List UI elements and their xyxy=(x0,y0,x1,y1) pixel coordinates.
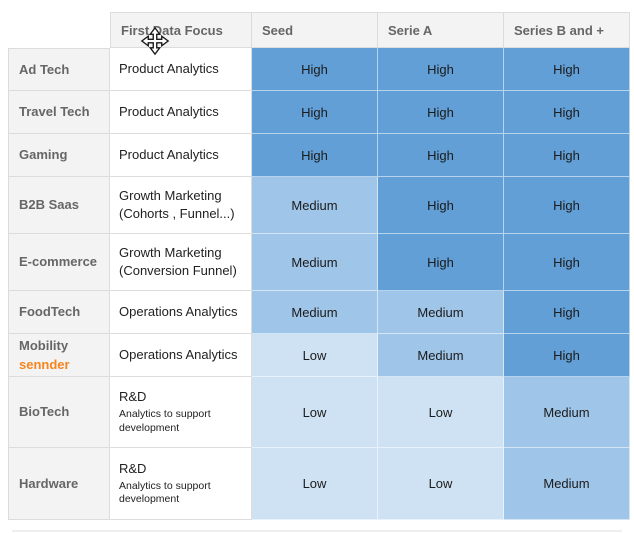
industry-label: Gaming xyxy=(19,147,68,163)
data-focus-main-label: Growth Marketing xyxy=(119,245,222,261)
level-cell[interactable]: High xyxy=(378,91,504,134)
industry-label: FoodTech xyxy=(19,304,81,320)
data-focus-cell[interactable]: Operations Analytics xyxy=(110,334,252,377)
industry-cell[interactable]: Gaming xyxy=(8,134,110,177)
data-focus-main-label: Operations Analytics xyxy=(119,347,238,363)
column-header-serie-a[interactable]: Serie A xyxy=(378,12,504,48)
level-cell[interactable]: High xyxy=(504,48,630,91)
data-focus-main-label: Product Analytics xyxy=(119,147,219,163)
page-bottom-divider xyxy=(12,530,622,532)
column-header-first-data-focus[interactable]: First Data Focus xyxy=(110,12,252,48)
level-cell[interactable]: High xyxy=(252,91,378,134)
industry-cell[interactable]: Hardware xyxy=(8,448,110,520)
data-focus-sub-label: Analytics to support development xyxy=(119,408,211,434)
industry-label: E-commerce xyxy=(19,254,98,270)
industry-label: B2B Saas xyxy=(19,197,79,213)
industry-cell[interactable]: BioTech xyxy=(8,377,110,448)
level-cell[interactable]: Medium xyxy=(378,334,504,377)
data-focus-cell[interactable]: Operations Analytics xyxy=(110,291,252,334)
industry-label: Hardware xyxy=(19,475,79,491)
level-cell[interactable]: Low xyxy=(252,448,378,520)
level-cell[interactable]: High xyxy=(504,234,630,291)
data-focus-sub-label: (Conversion Funnel) xyxy=(119,263,237,278)
data-focus-main-label: Product Analytics xyxy=(119,104,219,120)
data-focus-sub-label: (Cohorts , Funnel...) xyxy=(119,206,235,221)
level-cell[interactable]: Medium xyxy=(504,377,630,448)
industry-label: BioTech xyxy=(19,404,70,420)
data-focus-main-label: R&D xyxy=(119,389,147,405)
data-focus-cell[interactable]: R&D Analytics to support development xyxy=(110,448,252,520)
data-focus-cell[interactable]: Product Analytics xyxy=(110,48,252,91)
level-cell[interactable]: Low xyxy=(252,334,378,377)
industry-cell[interactable]: E-commerce xyxy=(8,234,110,291)
level-cell[interactable]: High xyxy=(504,334,630,377)
industry-label: Travel Tech xyxy=(19,104,90,120)
data-focus-cell[interactable]: Growth Marketing (Conversion Funnel) xyxy=(110,234,252,291)
level-cell[interactable]: High xyxy=(378,234,504,291)
industry-cell[interactable]: Ad Tech xyxy=(8,48,110,91)
level-cell[interactable]: High xyxy=(504,91,630,134)
level-cell[interactable]: High xyxy=(504,291,630,334)
level-cell[interactable]: Low xyxy=(378,377,504,448)
column-header-seed[interactable]: Seed xyxy=(252,12,378,48)
industry-label: Mobility xyxy=(19,337,69,353)
level-cell[interactable]: High xyxy=(504,134,630,177)
industry-cell[interactable]: Mobility sennder xyxy=(8,334,110,377)
industry-cell[interactable]: Travel Tech xyxy=(8,91,110,134)
level-cell[interactable]: High xyxy=(252,48,378,91)
data-focus-main-label: R&D xyxy=(119,460,147,476)
level-cell[interactable]: High xyxy=(378,48,504,91)
industry-label: Ad Tech xyxy=(19,61,70,77)
data-focus-main-label: Product Analytics xyxy=(119,61,219,77)
level-cell[interactable]: High xyxy=(378,177,504,234)
data-focus-main-label: Growth Marketing xyxy=(119,188,222,204)
industry-cell[interactable]: FoodTech xyxy=(8,291,110,334)
level-cell[interactable]: High xyxy=(504,177,630,234)
matrix-table: First Data Focus Seed Serie A Series B a… xyxy=(8,12,630,520)
level-cell[interactable]: Low xyxy=(252,377,378,448)
level-cell[interactable]: Medium xyxy=(252,291,378,334)
corner-cell xyxy=(8,12,110,48)
data-focus-main-label: Operations Analytics xyxy=(119,304,238,320)
level-cell[interactable]: High xyxy=(378,134,504,177)
level-cell[interactable]: High xyxy=(252,134,378,177)
level-cell[interactable]: Low xyxy=(378,448,504,520)
level-cell[interactable]: Medium xyxy=(378,291,504,334)
data-focus-cell[interactable]: R&D Analytics to support development xyxy=(110,377,252,448)
data-focus-cell[interactable]: Product Analytics xyxy=(110,134,252,177)
data-focus-cell[interactable]: Growth Marketing (Cohorts , Funnel...) xyxy=(110,177,252,234)
level-cell[interactable]: Medium xyxy=(504,448,630,520)
industry-cell[interactable]: B2B Saas xyxy=(8,177,110,234)
level-cell[interactable]: Medium xyxy=(252,177,378,234)
industry-note-label: sennder xyxy=(19,357,70,372)
level-cell[interactable]: Medium xyxy=(252,234,378,291)
data-focus-sub-label: Analytics to support development xyxy=(119,479,211,506)
column-header-series-b-and-plus[interactable]: Series B and + xyxy=(504,12,630,48)
data-focus-cell[interactable]: Product Analytics xyxy=(110,91,252,134)
